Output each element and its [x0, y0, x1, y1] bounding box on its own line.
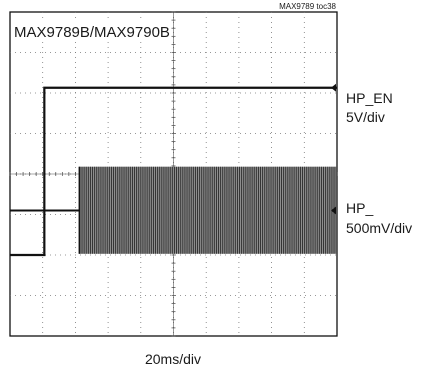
trace-markers [331, 83, 336, 215]
series-label-hp: HP_ [346, 200, 373, 216]
x-axis-label: 20ms/div [145, 351, 201, 367]
scale-label-hp: 500mV/div [346, 220, 412, 236]
series-label-hp-en: HP_EN [346, 90, 393, 106]
trace-hp-burst-lines [79, 166, 337, 254]
figure-id-label: MAX9789 toc38 [279, 2, 336, 11]
channel-marker-arrow [331, 206, 336, 215]
chart-title: MAX9789B/MAX9790B [14, 24, 170, 41]
title-background [11, 20, 171, 42]
trace-hp-en [10, 86, 337, 257]
waveform-traces [10, 86, 337, 257]
channel-marker-arrow [331, 83, 336, 92]
scale-label-hp-en: 5V/div [346, 109, 385, 125]
